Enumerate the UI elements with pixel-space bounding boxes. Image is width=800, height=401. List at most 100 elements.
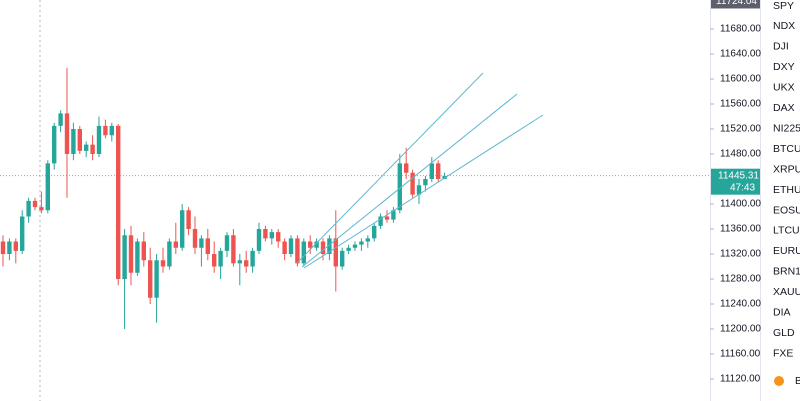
candle-body — [154, 260, 159, 298]
y-tick-label: 11480.00 — [720, 149, 761, 160]
watchlist-symbol[interactable]: XRPUS — [773, 163, 800, 175]
watchlist-symbol[interactable]: EOSUS — [773, 204, 800, 216]
watchlist-symbol[interactable]: NI225 — [773, 122, 800, 134]
candle-body — [103, 125, 108, 136]
watchlist-symbol[interactable]: DJI — [773, 41, 789, 53]
y-tick-label: 11520.00 — [720, 124, 761, 135]
candle-body — [365, 238, 370, 242]
candle-body — [429, 163, 434, 179]
y-tick-label: 11160.00 — [720, 349, 761, 360]
y-tick-label: 11120.00 — [720, 374, 761, 385]
channel-line[interactable] — [301, 93, 518, 268]
y-tick-label: 11600.00 — [720, 74, 761, 85]
watchlist-symbol[interactable]: DXY — [773, 61, 795, 73]
candle-body — [404, 163, 409, 173]
bitcoin-icon — [774, 376, 784, 386]
candle-body — [205, 238, 210, 254]
candle-body — [180, 210, 185, 248]
candle-body — [0, 241, 6, 254]
candle-body — [90, 144, 95, 154]
candle-body — [256, 229, 262, 251]
candle-body — [333, 238, 338, 267]
candle-body — [122, 235, 127, 279]
candle-body — [314, 241, 319, 248]
watchlist-symbol[interactable]: FXE — [773, 347, 793, 359]
candles — [0, 67, 447, 329]
candle-body — [308, 241, 313, 248]
candle-body — [301, 241, 306, 264]
candle-body — [39, 207, 44, 211]
candle-body — [77, 129, 82, 151]
candle-body — [7, 241, 12, 254]
candle-body — [436, 163, 441, 179]
channel-line[interactable] — [296, 72, 484, 264]
watchlist-symbol[interactable]: DIA — [773, 307, 791, 319]
candle-body — [282, 241, 287, 254]
candle-body — [359, 241, 364, 245]
watchlist-symbol[interactable]: DAX — [773, 102, 795, 114]
candle-body — [199, 238, 204, 248]
candle-body — [58, 113, 63, 126]
high-marker-box — [711, 0, 760, 9]
watchlist-symbol[interactable]: GLD — [773, 327, 795, 339]
watchlist-symbol[interactable]: BRN1! — [773, 266, 800, 278]
candle-body — [84, 144, 89, 151]
candle-body — [295, 238, 300, 264]
y-tick-label: 11360.00 — [720, 224, 761, 235]
candle-body — [141, 241, 146, 261]
watchlist-symbol[interactable]: ETHUS — [773, 184, 800, 196]
candle-body — [378, 216, 383, 226]
candle-body — [346, 247, 351, 251]
candle-body — [224, 235, 230, 251]
watchlist-symbol[interactable]: SPY — [773, 0, 794, 12]
candle-body — [263, 229, 268, 239]
channel-line[interactable] — [303, 114, 544, 269]
candle-body — [416, 185, 422, 195]
candle-body — [269, 232, 274, 239]
candle-body — [160, 260, 166, 267]
y-tick-label: 11560.00 — [720, 99, 761, 110]
last-price-box — [711, 168, 760, 195]
candle-body — [192, 229, 198, 248]
candle-body — [391, 210, 396, 220]
watchlist-symbol[interactable]: BTCUS — [773, 143, 800, 155]
candle-body — [71, 129, 76, 154]
candle-body — [64, 113, 70, 154]
candle-body — [167, 241, 172, 267]
candle-body — [372, 225, 377, 239]
candle-body — [340, 250, 345, 267]
y-tick-label: 11240.00 — [720, 299, 761, 310]
candle-body — [52, 125, 57, 164]
y-tick-label: 11280.00 — [720, 274, 761, 285]
candle-body — [186, 210, 191, 229]
candle-body — [320, 241, 326, 254]
candle-body — [148, 260, 153, 298]
footer-symbol[interactable]: B — [795, 375, 800, 387]
candle-body — [13, 241, 18, 251]
candle-body — [32, 200, 38, 208]
watchlist-symbol[interactable]: XAUUS — [773, 286, 800, 298]
candle-body — [20, 216, 25, 251]
candle-body — [237, 260, 242, 264]
candle-body — [244, 260, 249, 267]
y-tick-label: 11400.00 — [720, 199, 761, 210]
watchlist-symbol[interactable]: LTCUS — [773, 225, 800, 237]
candle-body — [212, 254, 217, 267]
candle-body — [109, 125, 114, 136]
countdown: 47:43 — [730, 182, 755, 193]
candle-body — [173, 241, 178, 248]
candle-body — [231, 235, 236, 264]
candle-body — [384, 216, 390, 220]
candle-body — [45, 163, 50, 211]
candle-body — [352, 244, 358, 248]
high-marker-label: 11724.04 — [716, 0, 757, 7]
candle-body — [218, 250, 223, 267]
watchlist-symbol[interactable]: NDX — [773, 20, 795, 32]
watchlist-symbol[interactable]: UKX — [773, 82, 795, 94]
watchlist-symbol[interactable]: EURUS — [773, 245, 800, 257]
candle-body — [423, 179, 428, 186]
candle-body — [250, 250, 255, 267]
y-tick-label: 11640.00 — [720, 49, 761, 60]
candle-body — [397, 163, 402, 211]
candle-body — [327, 238, 332, 254]
